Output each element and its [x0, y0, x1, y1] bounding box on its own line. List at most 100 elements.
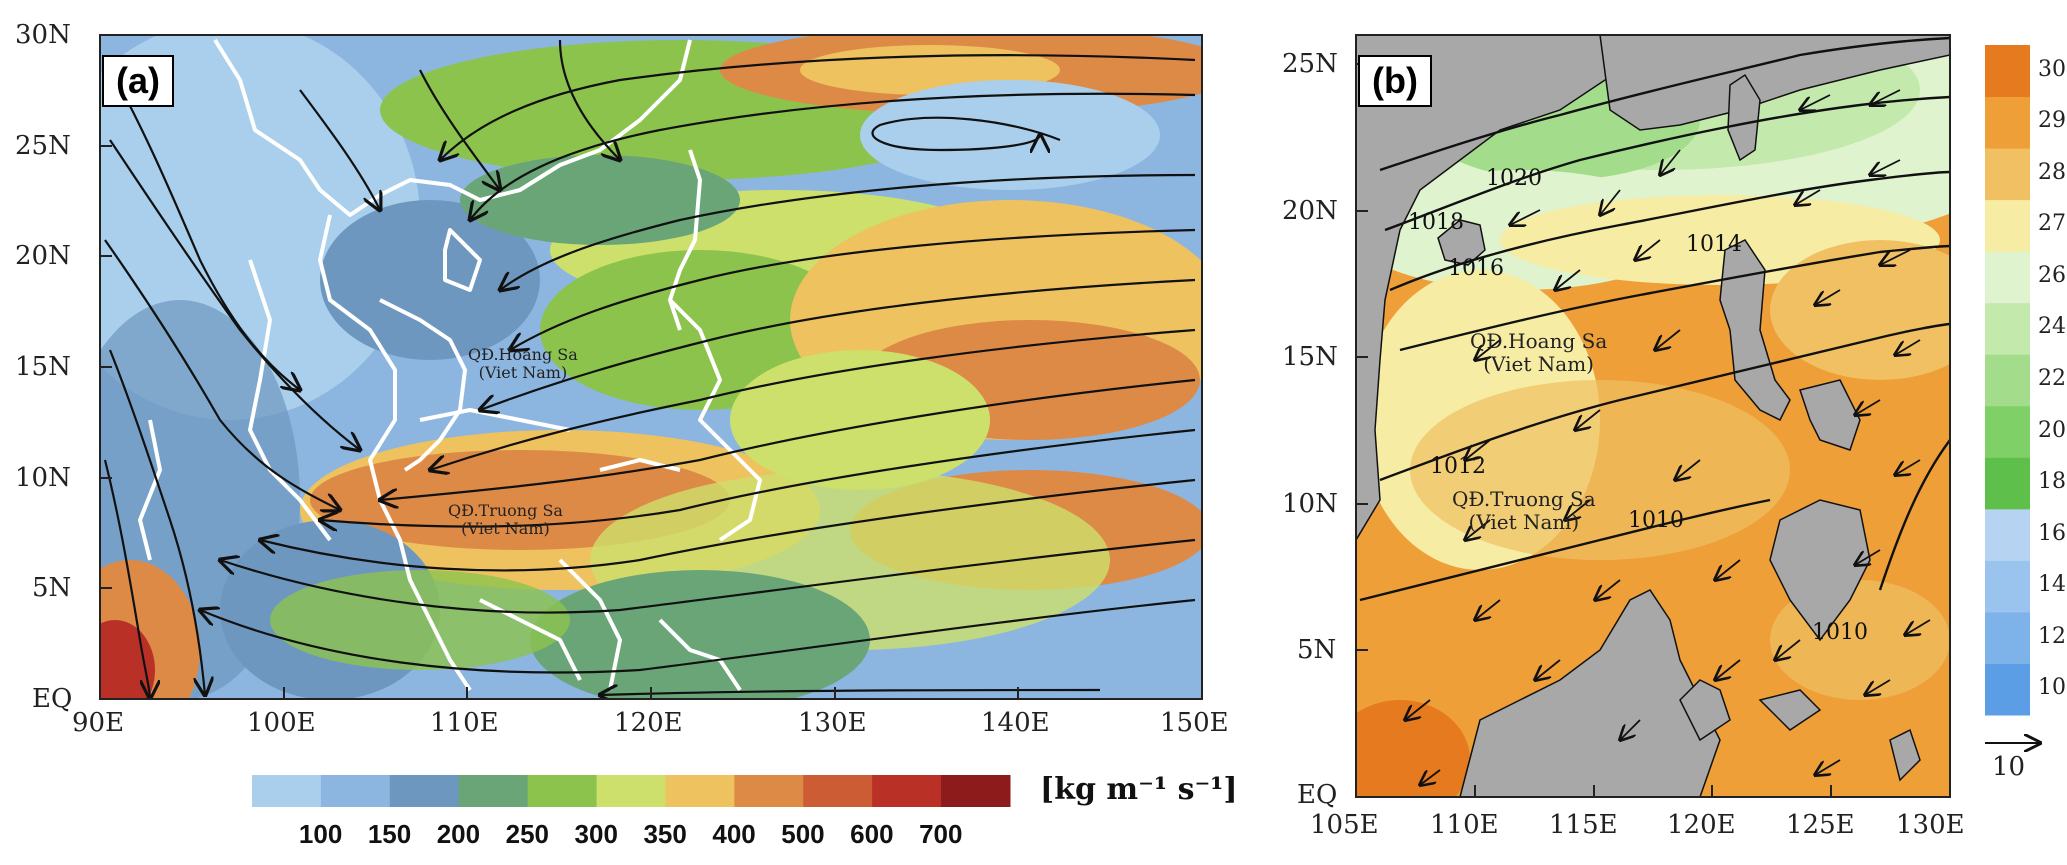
colorbar-tick-label: 27 — [2038, 211, 2066, 237]
panel-a-truong-sa-name: QĐ.Truong Sa — [448, 501, 563, 520]
panel-a-y-tick: 5N — [32, 573, 72, 603]
panel-b-x-tick: 120E — [1667, 810, 1736, 840]
colorbar-tick-label: 700 — [919, 819, 963, 849]
isobar-label: 1020 — [1486, 166, 1542, 191]
colorbar-swatch — [803, 775, 873, 807]
colorbar-tick-label: 26 — [2038, 262, 2066, 288]
panel-b-y-tick: 5N — [1297, 635, 1337, 665]
colorbar-tick-label: 500 — [781, 819, 825, 849]
panel-a-y-tick: 15N — [15, 352, 71, 382]
panel-b-x-tick: 105E — [1310, 810, 1379, 840]
panel-b-tick-marks — [1355, 63, 1951, 798]
panel-a-map — [100, 35, 1202, 699]
colorbar-tick-label: 18 — [2038, 469, 2066, 495]
colorbar-swatch — [1985, 457, 2030, 510]
colorbar-tick-label: 12 — [2038, 623, 2066, 649]
colorbar-swatch — [941, 775, 1011, 807]
colorbar-tick-label: 150 — [367, 819, 412, 849]
panel-b-hoang-sa-name: QĐ.Hoang Sa — [1470, 329, 1608, 353]
panel-b-x-tick: 115E — [1549, 810, 1618, 840]
panel-b-truong-sa-country: (Viet Nam) — [1468, 510, 1580, 534]
panel-a-y-tick: 25N — [15, 131, 71, 161]
colorbar-swatch — [1985, 148, 2030, 201]
panel-a-colorbar — [252, 775, 1011, 807]
panel-a-x-tick: 130E — [798, 708, 867, 738]
panel-b-hoang-sa-country: (Viet Nam) — [1483, 352, 1594, 376]
colorbar-swatch — [872, 775, 942, 807]
panel-a-x-tick: 110E — [430, 708, 499, 738]
colorbar-tick-label: 200 — [436, 819, 481, 849]
colorbar-swatch — [1985, 508, 2030, 561]
isobar-label: 1010 — [1628, 508, 1684, 533]
panel-a-hoang-sa-name: QĐ.Hoang Sa — [468, 345, 578, 364]
colorbar-tick-label: 16 — [2038, 520, 2066, 546]
panel-b-truong-sa-label: QĐ.Truong Sa (Viet Nam) — [1452, 488, 1596, 534]
reference-vector-label: 10 — [1992, 752, 2026, 782]
colorbar-tick-label: 350 — [643, 819, 687, 849]
panel-b-map — [1356, 35, 1950, 797]
panel-b-y-tick: EQ — [1297, 780, 1338, 810]
panel-a-x-tick: 90E — [72, 708, 125, 738]
isobar-label: 1016 — [1448, 256, 1504, 281]
colorbar-swatch — [596, 775, 666, 807]
colorbar-tick-label: 20 — [2038, 417, 2066, 443]
panel-b-colorbar — [1985, 45, 2030, 716]
panel-a-tick-marks — [99, 34, 1203, 700]
panel-b-truong-sa-name: QĐ.Truong Sa — [1452, 487, 1596, 511]
colorbar-swatch — [458, 775, 529, 807]
colorbar-tick-label: 14 — [2038, 572, 2066, 598]
panel-b-y-tick: 20N — [1282, 196, 1338, 226]
colorbar-swatch — [1985, 96, 2030, 149]
panel-a-y-tick: 30N — [15, 20, 71, 50]
colorbar-swatch — [734, 775, 804, 807]
colorbar-tick-label: 22 — [2038, 366, 2066, 391]
colorbar-tick-label: 29 — [2038, 108, 2066, 134]
isobar-label: 1010 — [1812, 620, 1868, 645]
colorbar-swatch — [1985, 45, 2030, 98]
panel-a-x-tick: 120E — [614, 708, 683, 738]
colorbar-tick-label: 600 — [850, 819, 894, 849]
panel-b-x-tick: 125E — [1786, 810, 1855, 840]
colorbar-tick-label: 24 — [2038, 314, 2066, 340]
colorbar-swatch — [1985, 560, 2030, 613]
panel-a-x-tick: 100E — [247, 708, 316, 738]
colorbar-swatch — [1985, 611, 2030, 664]
panel-b-tag: (b) — [1358, 55, 1432, 107]
colorbar-tick-label: 250 — [505, 819, 550, 849]
colorbar-swatch — [1985, 302, 2030, 355]
colorbar-tick-label: 400 — [712, 819, 756, 849]
colorbar-swatch — [1985, 405, 2030, 458]
panel-a-x-tick: 150E — [1160, 708, 1229, 738]
panel-b-x-tick: 130E — [1896, 810, 1965, 840]
colorbar-swatch — [252, 775, 322, 807]
panel-a-truong-sa-country: (Viet Nam) — [461, 519, 550, 539]
panel-b-y-tick: 25N — [1282, 49, 1338, 79]
panel-a-y-tick: 20N — [15, 241, 71, 271]
colorbar-tick-label: 30 — [2038, 56, 2066, 82]
colorbar-swatch — [1985, 663, 2030, 716]
panel-a-tag: (a) — [102, 55, 174, 107]
panel-a-hoang-sa-country: (Viet Nam) — [478, 363, 568, 383]
panel-b-frame — [1355, 34, 1951, 798]
colorbar-swatch — [1985, 199, 2030, 252]
colorbar-swatch — [320, 775, 391, 807]
colorbar-swatch — [527, 775, 598, 807]
colorbar-swatch — [1985, 251, 2030, 304]
colorbar-tick-label: 10 — [2038, 675, 2066, 701]
colorbar-tick-label: 100 — [298, 819, 343, 849]
isobar-label: 1018 — [1408, 210, 1464, 235]
colorbar-swatch — [665, 775, 735, 807]
isobar-label: 1014 — [1686, 232, 1742, 257]
panel-b-y-tick: 10N — [1282, 489, 1338, 519]
panel-a-colorbar-unit: [kg m⁻¹ s⁻¹] — [1040, 772, 1238, 807]
colorbar-swatch — [389, 775, 460, 807]
panel-b-hoang-sa-label: QĐ.Hoang Sa (Viet Nam) — [1470, 330, 1607, 376]
panel-a-y-tick: EQ — [32, 684, 73, 714]
colorbar-swatch — [1985, 354, 2030, 407]
panel-a-y-tick: 10N — [15, 463, 71, 493]
isobar-label: 1012 — [1430, 454, 1486, 479]
panel-b-x-tick: 110E — [1430, 810, 1499, 840]
panel-a-x-tick: 140E — [981, 708, 1050, 738]
panel-a-truong-sa-label: QĐ.Truong Sa (Viet Nam) — [448, 501, 563, 539]
